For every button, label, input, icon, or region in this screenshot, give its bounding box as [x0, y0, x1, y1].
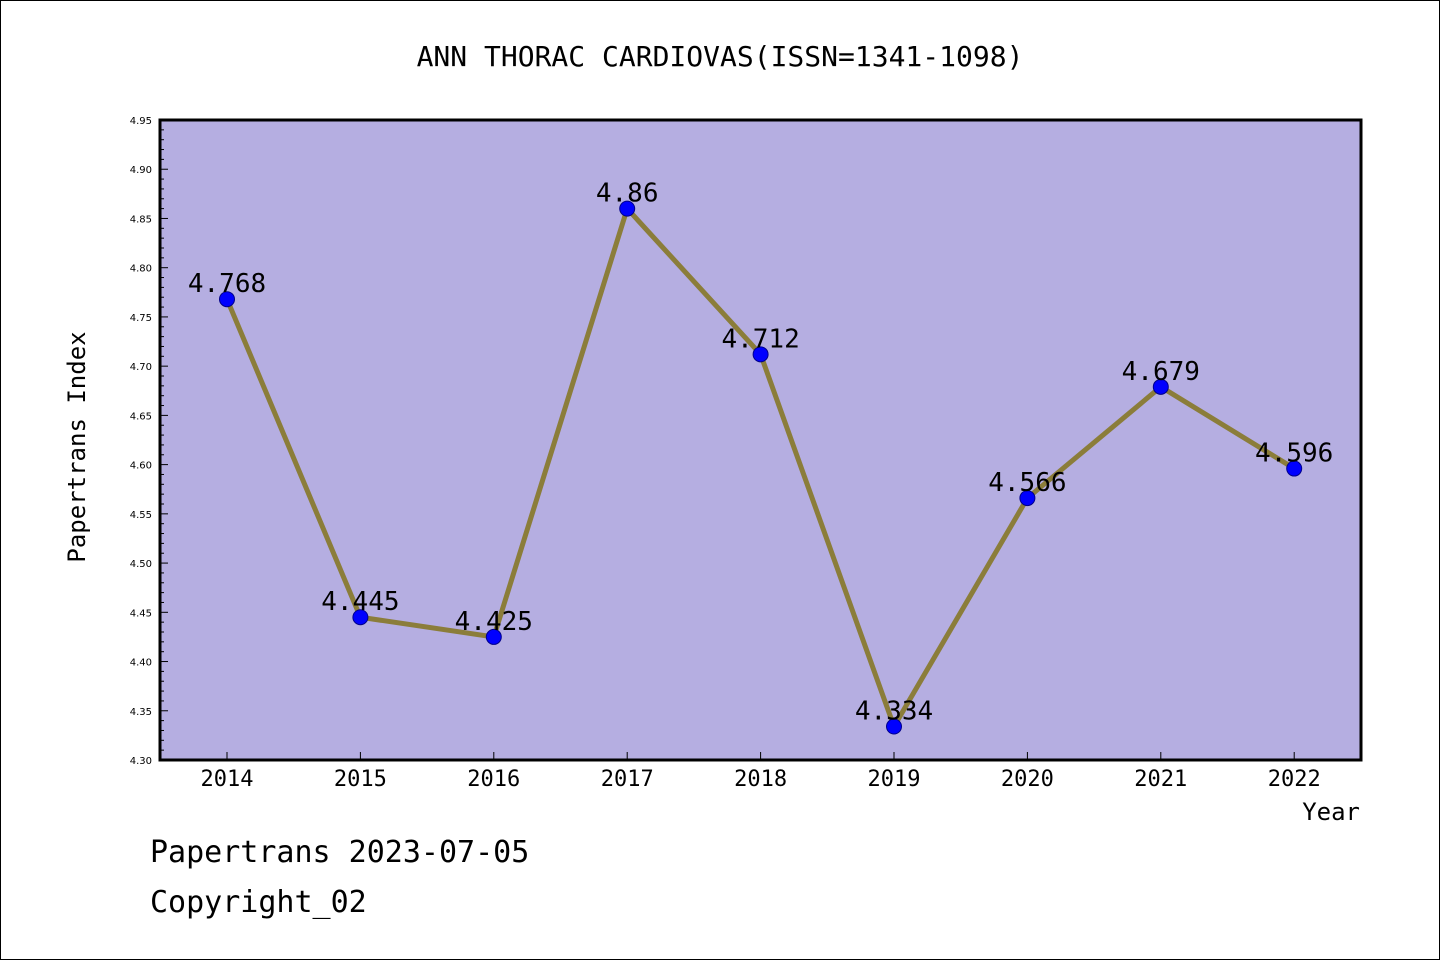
y-axis: 4.30 4.35 4.40 4.45 4.50 4.55 4.60 4.65 4.70 4.75…	[130, 116, 168, 767]
data-point	[1019, 490, 1036, 507]
data-label: 4.566	[988, 468, 1066, 498]
series-line-group: 4.768 4.445 4.425 4.86 4.712 4.334 4.566 4.679 4…	[188, 179, 1333, 735]
data-point	[219, 291, 235, 308]
x-tick-label: 2015	[334, 767, 387, 792]
y-tick-label: 4.85	[130, 214, 152, 225]
y-tick-label: 4.75	[130, 313, 152, 324]
data-label: 4.596	[1255, 439, 1333, 469]
x-tick-label: 2014	[201, 767, 254, 792]
data-label: 4.86	[596, 179, 659, 209]
y-tick-label: 4.95	[130, 116, 152, 127]
footer-copyright: Copyright_02	[150, 885, 367, 920]
data-label: 4.425	[455, 607, 533, 637]
data-label: 4.334	[855, 697, 933, 727]
data-label: 4.679	[1122, 357, 1200, 387]
y-axis-label: Papertrans Index	[63, 331, 91, 562]
x-tick-label: 2018	[734, 767, 787, 792]
x-tick-label: 2021	[1134, 767, 1187, 792]
data-label: 4.712	[721, 324, 799, 354]
y-tick-label: 4.35	[130, 707, 152, 718]
y-tick-label: 4.45	[130, 608, 152, 619]
y-tick-label: 4.60	[130, 461, 152, 472]
footer-date: Papertrans 2023-07-05	[150, 835, 530, 870]
x-tick-label: 2016	[467, 767, 520, 792]
y-tick-label: 4.65	[130, 411, 152, 422]
x-axis: 2014 2015 2016 2017 2018 2019 2020 2021 2022	[201, 752, 1321, 792]
data-point	[352, 609, 369, 626]
plot-area	[158, 118, 1363, 762]
x-axis-label: Year	[1302, 798, 1360, 826]
y-tick-label: 4.40	[130, 658, 152, 669]
x-tick-label: 2017	[601, 767, 654, 792]
x-tick-label: 2022	[1268, 767, 1321, 792]
x-tick-label: 2020	[1001, 767, 1054, 792]
data-point	[619, 200, 636, 217]
y-tick-label: 4.30	[130, 756, 152, 767]
data-point	[1152, 378, 1169, 395]
y-tick-label: 4.50	[130, 559, 152, 570]
data-point	[1286, 460, 1303, 477]
y-tick-label: 4.90	[130, 165, 152, 176]
data-point	[485, 628, 502, 645]
data-point	[886, 718, 902, 735]
y-tick-label: 4.80	[130, 264, 152, 275]
data-point	[752, 346, 769, 363]
data-label: 4.768	[188, 269, 266, 299]
chart-title: ANN THORAC CARDIOVAS(ISSN=1341-1098)	[417, 40, 1024, 73]
data-label: 4.445	[321, 587, 399, 617]
y-tick-label: 4.70	[130, 362, 152, 373]
x-tick-label: 2019	[868, 767, 921, 792]
y-tick-label: 4.55	[130, 510, 152, 521]
